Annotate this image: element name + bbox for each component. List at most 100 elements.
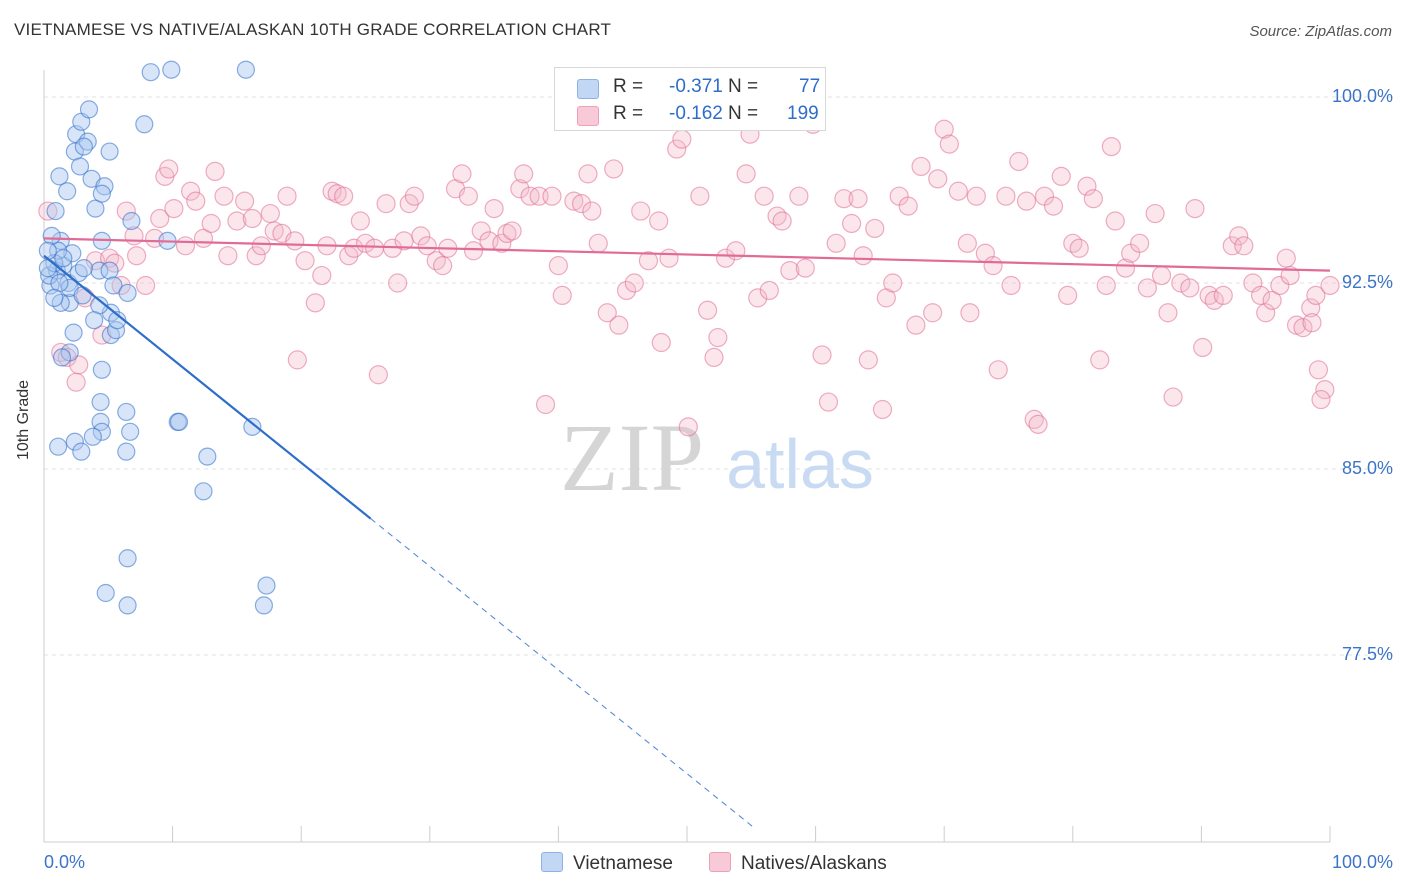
data-point-natives <box>826 233 846 253</box>
swatch-natives <box>577 106 599 126</box>
data-point-natives <box>1105 211 1125 231</box>
data-point-natives <box>344 238 364 258</box>
data-point-natives <box>748 288 768 308</box>
x-tick-label-min: 0.0% <box>44 852 86 872</box>
y-tick-label: 85.0% <box>1341 458 1393 478</box>
data-point-natives <box>1280 265 1300 286</box>
legend-swatch-vietnamese <box>541 852 563 872</box>
axes <box>43 70 1331 843</box>
data-point-natives <box>218 246 238 266</box>
data-point-vietnamese <box>141 63 160 82</box>
data-point-natives <box>1302 313 1322 333</box>
series-natives-points <box>38 114 1340 437</box>
data-point-natives <box>1306 285 1326 305</box>
data-point-natives <box>111 275 131 296</box>
data-point-vietnamese <box>122 211 141 231</box>
data-point-natives <box>510 179 530 199</box>
legend-item-natives[interactable]: Natives/Alaskans <box>709 852 887 875</box>
data-point-natives <box>960 303 980 323</box>
data-point-natives <box>1171 273 1191 293</box>
data-point-natives <box>649 211 669 231</box>
y-tick-label: 100.0% <box>1331 86 1393 106</box>
data-point-vietnamese <box>100 261 119 280</box>
data-point-natives <box>708 327 728 348</box>
data-point-natives <box>780 261 800 281</box>
data-point-vietnamese <box>58 182 77 201</box>
data-point-natives <box>458 186 478 206</box>
data-point-natives <box>542 186 562 206</box>
watermark-zip: ZIP <box>560 404 704 511</box>
data-point-natives <box>175 236 196 256</box>
data-point-natives <box>578 164 598 184</box>
data-point-vietnamese <box>100 142 119 161</box>
trend-line-vietnamese-extension <box>370 518 756 830</box>
data-point-natives <box>704 347 724 367</box>
data-point-natives <box>1151 265 1172 286</box>
data-point-vietnamese <box>65 432 84 451</box>
data-point-natives <box>996 186 1016 206</box>
data-point-natives <box>667 139 687 159</box>
data-point-natives <box>227 211 247 231</box>
data-point-natives <box>715 248 736 268</box>
data-point-natives <box>1077 176 1097 196</box>
data-point-natives <box>1090 350 1110 370</box>
data-point-vietnamese <box>38 259 57 278</box>
data-point-natives <box>1058 285 1078 305</box>
data-point-natives <box>1315 380 1335 400</box>
data-point-vietnamese <box>64 323 83 342</box>
data-point-natives <box>497 223 517 243</box>
data-point-natives <box>1276 248 1296 268</box>
data-point-natives <box>1069 238 1089 258</box>
data-point-natives <box>842 213 862 234</box>
data-point-natives <box>638 251 659 271</box>
data-point-natives <box>928 169 948 189</box>
data-point-natives <box>1185 199 1205 219</box>
data-point-natives <box>235 191 255 211</box>
data-point-vietnamese <box>118 283 137 303</box>
data-point-natives <box>260 203 280 224</box>
data-point-vietnamese <box>194 482 213 501</box>
data-point-natives <box>1163 387 1183 407</box>
data-point-natives <box>934 119 954 139</box>
data-point-natives <box>452 164 472 184</box>
data-point-natives <box>1083 189 1103 209</box>
data-point-vietnamese <box>38 241 57 260</box>
data-point-vietnamese <box>169 412 189 431</box>
data-point-natives <box>848 189 868 209</box>
data-point-vietnamese <box>135 115 154 134</box>
data-point-vietnamese <box>96 583 115 603</box>
data-point-natives <box>1204 290 1224 310</box>
data-point-natives <box>484 199 504 219</box>
n-label: N = <box>728 103 759 124</box>
data-point-natives <box>181 181 201 201</box>
data-point-natives <box>38 201 58 221</box>
data-point-natives <box>1308 360 1329 380</box>
data-point-natives <box>1016 191 1037 211</box>
data-point-natives <box>1009 151 1029 172</box>
watermark: ZIP atlas <box>560 404 874 511</box>
data-point-natives <box>246 246 266 266</box>
data-point-natives <box>411 226 431 246</box>
data-point-vietnamese <box>257 576 276 595</box>
data-point-natives <box>277 186 297 206</box>
r-label: R = <box>613 76 644 97</box>
data-point-vietnamese <box>74 137 93 156</box>
data-point-natives <box>264 221 284 241</box>
data-point-natives <box>911 156 931 177</box>
data-point-natives <box>242 208 262 229</box>
legend-item-vietnamese[interactable]: Vietnamese <box>541 852 673 875</box>
data-point-natives <box>322 181 342 201</box>
data-point-vietnamese <box>121 422 140 441</box>
data-point-natives <box>1193 337 1213 358</box>
data-point-vietnamese <box>83 427 102 446</box>
data-point-natives <box>305 293 325 313</box>
data-point-natives <box>1222 236 1242 256</box>
data-point-natives <box>135 275 156 296</box>
data-point-natives <box>471 221 491 241</box>
data-point-natives <box>285 231 305 251</box>
data-point-natives <box>66 372 86 392</box>
data-point-natives <box>624 273 644 293</box>
data-point-natives <box>923 303 943 323</box>
data-point-natives <box>514 164 534 184</box>
